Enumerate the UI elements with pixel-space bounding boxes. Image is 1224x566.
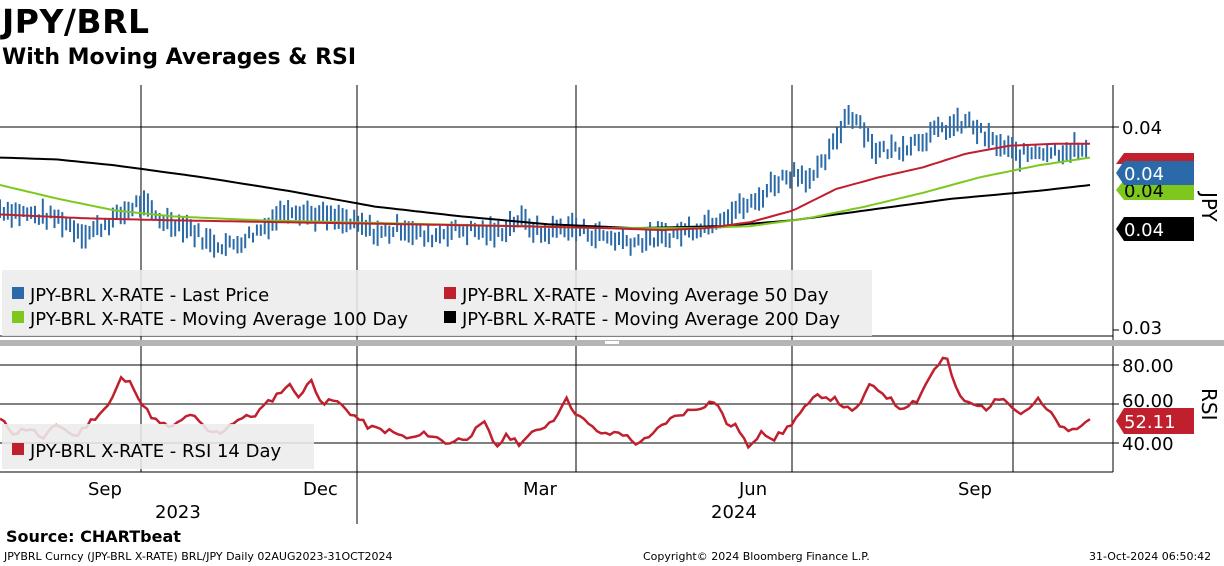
rsi-tick-label-1: 80.00 <box>1122 356 1174 377</box>
last-price-tag: 0.04 <box>1116 161 1194 185</box>
x-tick-label-jun: Jun <box>738 479 767 500</box>
copyright: Copyright© 2024 Bloomberg Finance L.P. <box>643 550 870 563</box>
ma50-line <box>0 142 1090 232</box>
legend-swatch-ma100 <box>12 311 24 323</box>
x-tick-label-sep-2024: Sep <box>958 479 992 500</box>
rsi-tag-label: 52.11 <box>1124 412 1176 433</box>
rsi-axis-title: RSI <box>1197 388 1221 421</box>
ma200-tag-label: 0.04 <box>1124 220 1164 241</box>
year-label-2024: 2024 <box>711 502 757 523</box>
legend-swatch-ma50 <box>444 287 456 299</box>
price-legend-box <box>2 270 872 336</box>
chart-title: JPY/BRL <box>2 2 150 41</box>
ma100-tag-label: 0.04 <box>1124 181 1164 202</box>
x-tick-label-sep-2023: Sep <box>88 479 122 500</box>
legend-swatch-ma200 <box>444 311 456 323</box>
legend-swatch-rsi <box>12 443 24 455</box>
timestamp: 31-Oct-2024 06:50:42 <box>1089 550 1212 563</box>
legend-ma100: JPY-BRL X-RATE - Moving Average 100 Day <box>29 309 408 330</box>
price-tick-label-2: 0.03 <box>1122 318 1162 339</box>
rsi-tick-label-2: 60.00 <box>1122 391 1174 412</box>
chart-subtitle: With Moving Averages & RSI <box>2 45 357 70</box>
source-line: Source: CHARTbeat <box>6 527 181 546</box>
rsi-legend-box <box>2 424 314 469</box>
rsi-tick-label-3: 40.00 <box>1122 434 1174 455</box>
ticker-info: JPYBRL Curncy (JPY-BRL X-RATE) BRL/JPY D… <box>4 550 393 563</box>
legend-rsi: JPY-BRL X-RATE - RSI 14 Day <box>29 441 281 462</box>
price-tick-label-1: 0.04 <box>1122 118 1162 139</box>
year-label-2023: 2023 <box>155 502 201 523</box>
legend-ma200: JPY-BRL X-RATE - Moving Average 200 Day <box>461 309 840 330</box>
price-axis-title: JPY <box>1197 190 1221 223</box>
legend-ma50: JPY-BRL X-RATE - Moving Average 50 Day <box>461 285 829 306</box>
legend-swatch-last-price <box>12 287 24 299</box>
rsi-line <box>0 356 1091 450</box>
x-tick-label-mar: Mar <box>523 479 558 500</box>
last-price-tag-label: 0.04 <box>1124 164 1164 185</box>
ma200-line <box>0 156 1091 230</box>
rsi-tag: 52.11 <box>1116 408 1194 434</box>
separator-grip[interactable] <box>605 341 619 344</box>
x-tick-label-dec: Dec <box>303 479 338 500</box>
last-price-bars <box>0 105 1088 258</box>
ma200-tag: 0.04 <box>1116 217 1194 241</box>
legend-last-price: JPY-BRL X-RATE - Last Price <box>29 285 269 306</box>
